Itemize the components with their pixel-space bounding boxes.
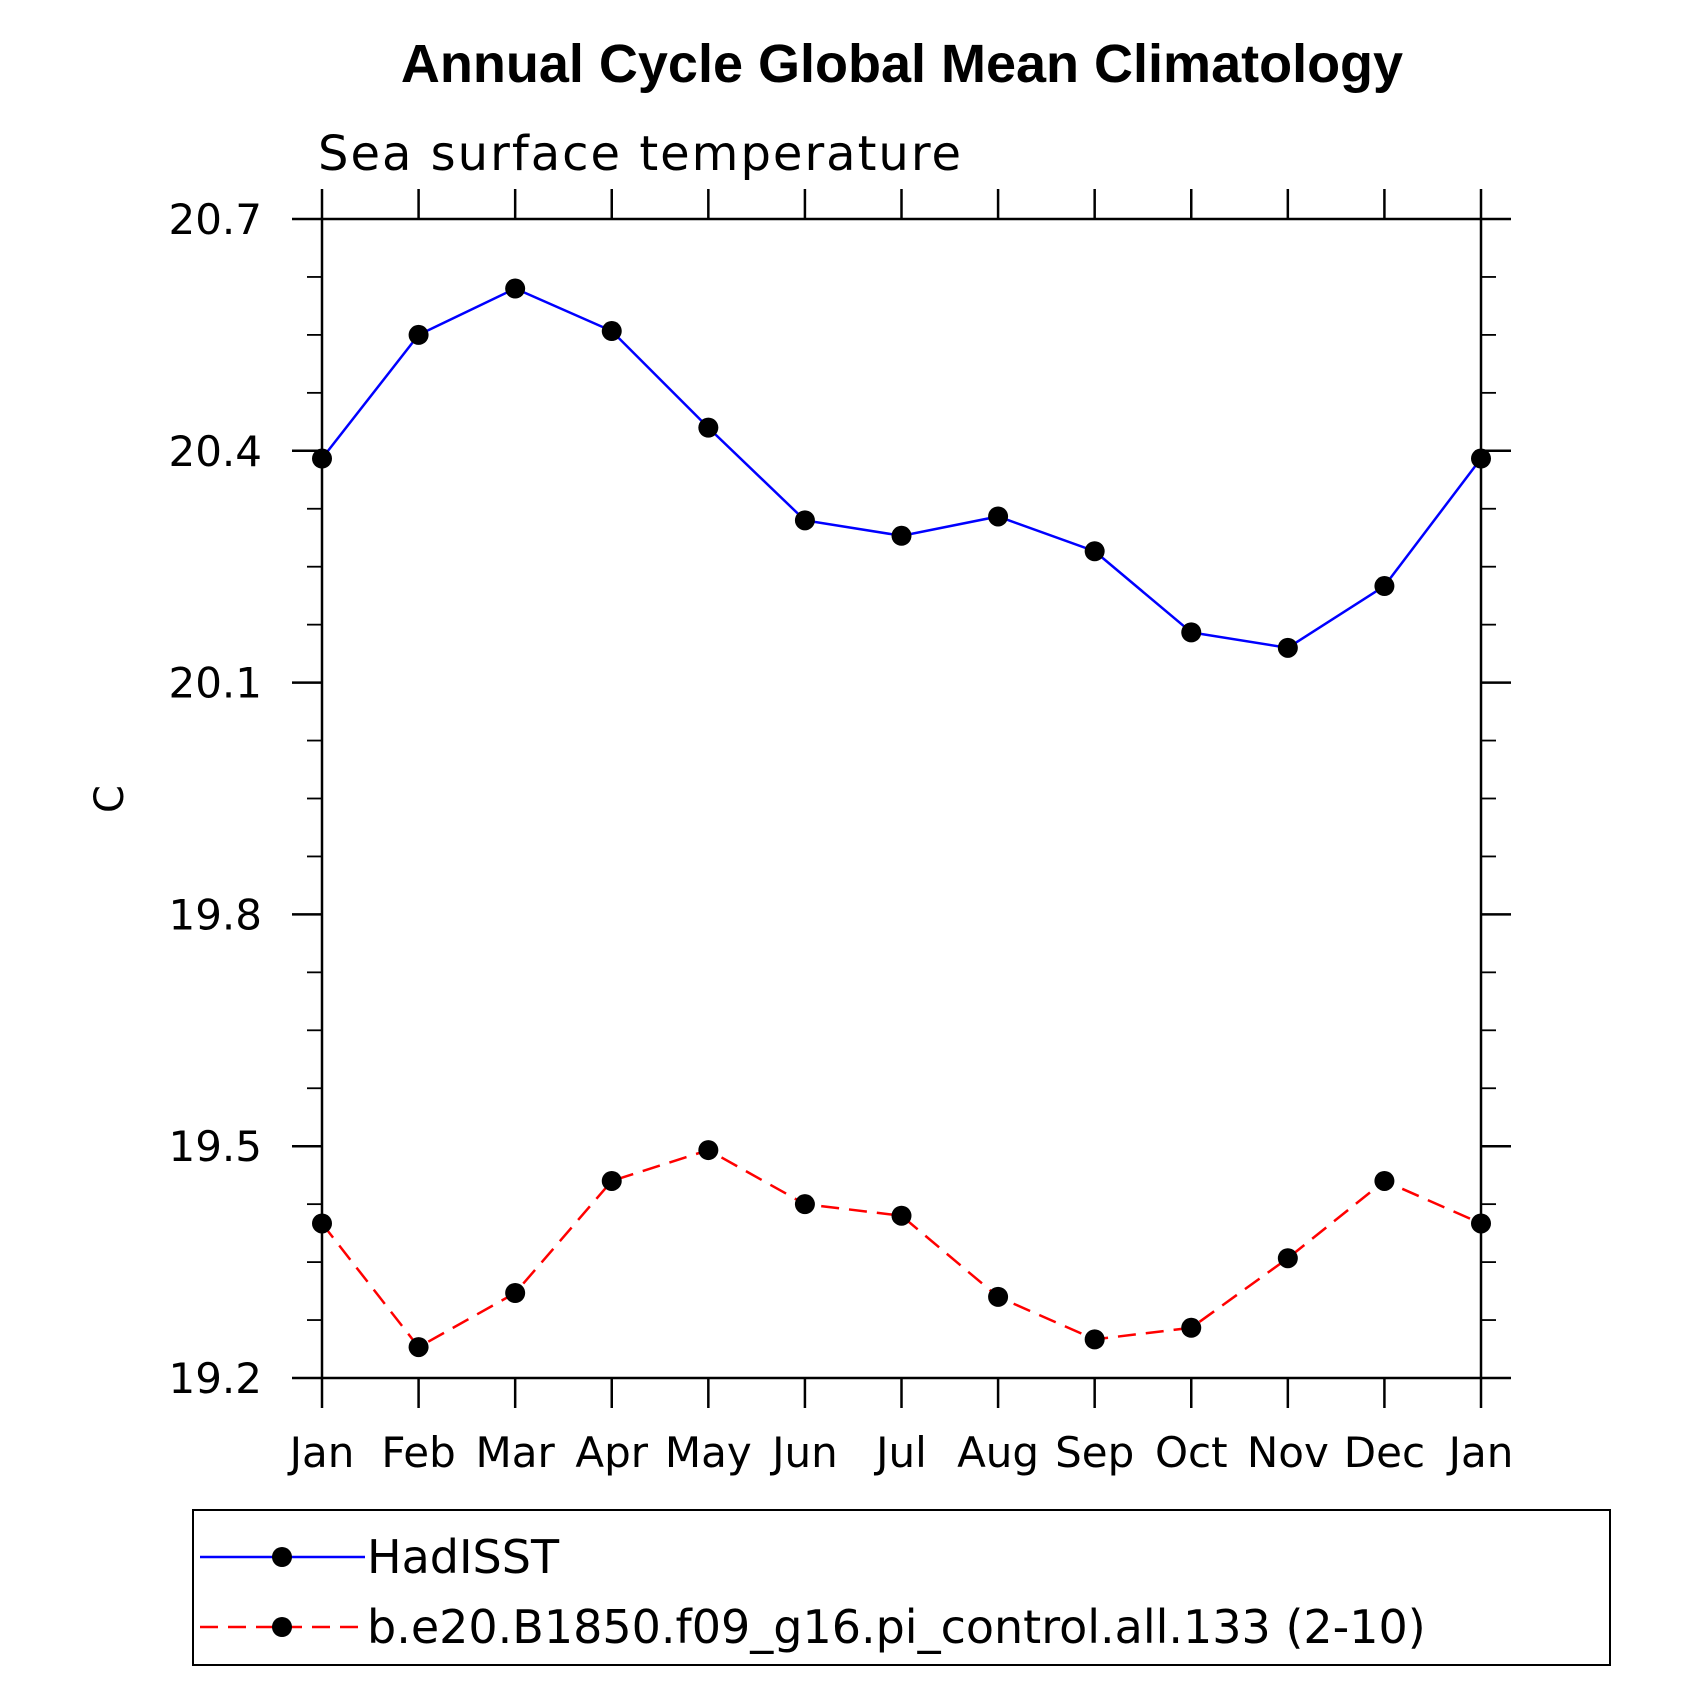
axis-ticks <box>292 189 1511 1408</box>
series-line-1 <box>321 287 1482 650</box>
series-1-point <box>698 417 719 438</box>
legend-entries: HadISST b.e20.B1850.f09_g16.pi_control.al… <box>200 1530 1426 1654</box>
series-1-point <box>408 324 429 345</box>
series-2-point <box>988 1286 1009 1307</box>
series-2-point <box>891 1205 912 1226</box>
x-tick-label: Aug <box>957 1428 1039 1477</box>
series-2-point <box>698 1140 719 1161</box>
y-tick-label: 19.2 <box>168 1354 262 1403</box>
plot-frame <box>320 217 1483 1380</box>
series-1-point <box>988 506 1009 527</box>
series-2-point <box>1277 1248 1298 1269</box>
chart-title: Annual Cycle Global Mean Climatology <box>401 34 1403 94</box>
legend-label-2: b.e20.B1850.f09_g16.pi_control.all.133 (… <box>367 1600 1426 1654</box>
plot-border <box>320 217 1483 1380</box>
x-tick-label: Jan <box>287 1428 355 1477</box>
series-2-point <box>1374 1170 1395 1191</box>
y-axis-label: C <box>87 785 133 813</box>
series-layer <box>312 278 1491 1358</box>
y-tick-label: 20.1 <box>168 659 262 708</box>
y-tick-label: 20.4 <box>168 427 262 476</box>
series-1-point <box>794 510 815 531</box>
series-2-point <box>505 1283 526 1304</box>
series-1-point <box>1277 637 1298 658</box>
x-tick-label: Jun <box>769 1428 838 1477</box>
legend-label-1: HadISST <box>367 1530 560 1584</box>
x-tick-label: Mar <box>476 1428 556 1477</box>
chart-subtitle: Sea surface temperature <box>318 126 963 182</box>
y-tick-label: 20.7 <box>168 195 262 244</box>
legend-marker-1 <box>272 1547 292 1567</box>
y-tick-label: 19.8 <box>168 890 262 939</box>
legend-box <box>192 1509 1611 1666</box>
x-tick-label: Jul <box>873 1428 927 1477</box>
series-1-point <box>1374 576 1395 597</box>
x-tick-label: Sep <box>1055 1428 1134 1477</box>
legend: HadISST b.e20.B1850.f09_g16.pi_control.al… <box>192 1509 1611 1666</box>
series-2-point <box>1181 1317 1202 1338</box>
axis-tick-labels: 20.7 20.4 20.1 19.8 19.5 19.2 Jan Feb Mar Apr May J… <box>168 195 1513 1477</box>
series-2-point <box>1471 1213 1491 1234</box>
series-2-point <box>1084 1329 1105 1350</box>
x-tick-label: Apr <box>575 1428 648 1477</box>
x-tick-label: Nov <box>1247 1428 1329 1477</box>
legend-marker-2 <box>272 1617 292 1637</box>
series-1-point <box>891 525 912 546</box>
y-tick-label: 19.5 <box>168 1122 262 1171</box>
series-1-point <box>601 321 622 342</box>
series-1-point <box>1084 541 1105 562</box>
series-2-point <box>794 1194 815 1215</box>
series-2-point <box>601 1170 622 1191</box>
x-tick-label: Oct <box>1155 1428 1228 1477</box>
series-1-point <box>1181 622 1202 643</box>
series-line-2 <box>321 1148 1482 1349</box>
series-2-point <box>312 1213 332 1234</box>
x-tick-label: May <box>665 1428 752 1477</box>
x-tick-label: Jan <box>1446 1428 1514 1477</box>
series-1-point <box>505 278 526 299</box>
series-1-point <box>312 448 332 469</box>
series-1-point <box>1471 448 1491 469</box>
series-2-point <box>408 1337 429 1358</box>
x-tick-label: Dec <box>1344 1428 1425 1477</box>
x-tick-label: Feb <box>381 1428 455 1477</box>
